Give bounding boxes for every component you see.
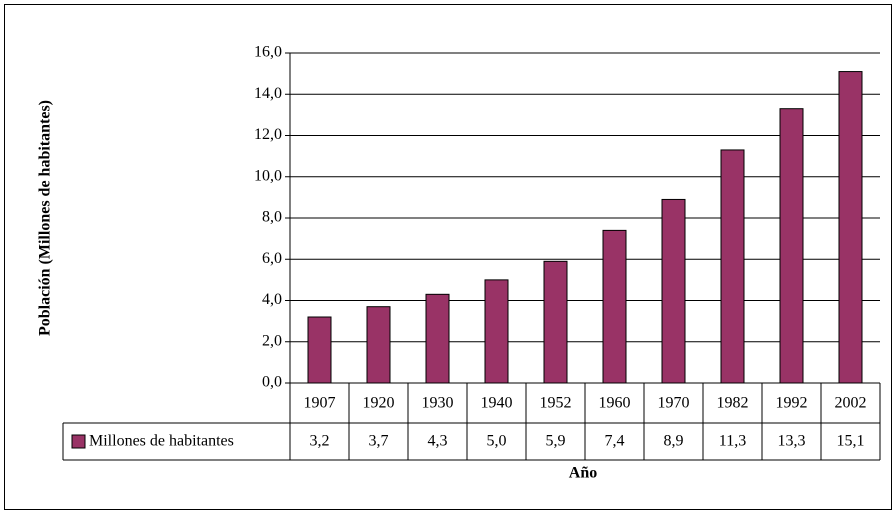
table-value: 5,0	[487, 433, 507, 450]
bar	[720, 149, 745, 384]
x-tick-label: 2002	[835, 395, 867, 412]
y-axis-label: Población (Millones de habitantes)	[37, 100, 54, 336]
y-tick-label: 10,0	[254, 167, 282, 184]
x-tick-label: 1960	[599, 395, 631, 412]
x-tick-label: 1930	[422, 395, 454, 412]
table-value: 4,3	[428, 433, 448, 450]
table-value: 5,9	[546, 433, 566, 450]
x-tick-label: 1982	[717, 395, 749, 412]
bar	[661, 198, 686, 384]
table-value: 3,7	[369, 433, 389, 450]
table-value: 11,3	[719, 433, 746, 450]
y-tick-label: 6,0	[262, 250, 282, 267]
legend-label: Millones de habitantes	[89, 433, 234, 450]
bar	[307, 316, 332, 384]
y-tick-label: 2,0	[262, 332, 282, 349]
x-tick-label: 1920	[363, 395, 395, 412]
bar	[838, 71, 863, 384]
bar	[602, 229, 627, 384]
x-tick-label: 1970	[658, 395, 690, 412]
x-axis-label: Año	[569, 465, 597, 482]
y-tick-label: 14,0	[254, 85, 282, 102]
x-tick-label: 1940	[481, 395, 513, 412]
bar	[425, 293, 450, 384]
table-value: 13,3	[778, 433, 806, 450]
bar	[779, 108, 804, 384]
x-tick-label: 1992	[776, 395, 808, 412]
x-tick-label: 1907	[304, 395, 336, 412]
table-value: 15,1	[837, 433, 865, 450]
x-tick-label: 1952	[540, 395, 572, 412]
y-tick-label: 8,0	[262, 209, 282, 226]
table-value: 3,2	[310, 433, 330, 450]
table-value: 8,9	[664, 433, 684, 450]
bar	[543, 260, 568, 384]
y-tick-label: 12,0	[254, 126, 282, 143]
bar	[366, 306, 391, 384]
legend-swatch	[71, 434, 86, 449]
bar	[484, 279, 509, 384]
y-tick-label: 16,0	[254, 44, 282, 61]
y-tick-label: 0,0	[262, 374, 282, 391]
table-value: 7,4	[605, 433, 625, 450]
y-tick-label: 4,0	[262, 291, 282, 308]
